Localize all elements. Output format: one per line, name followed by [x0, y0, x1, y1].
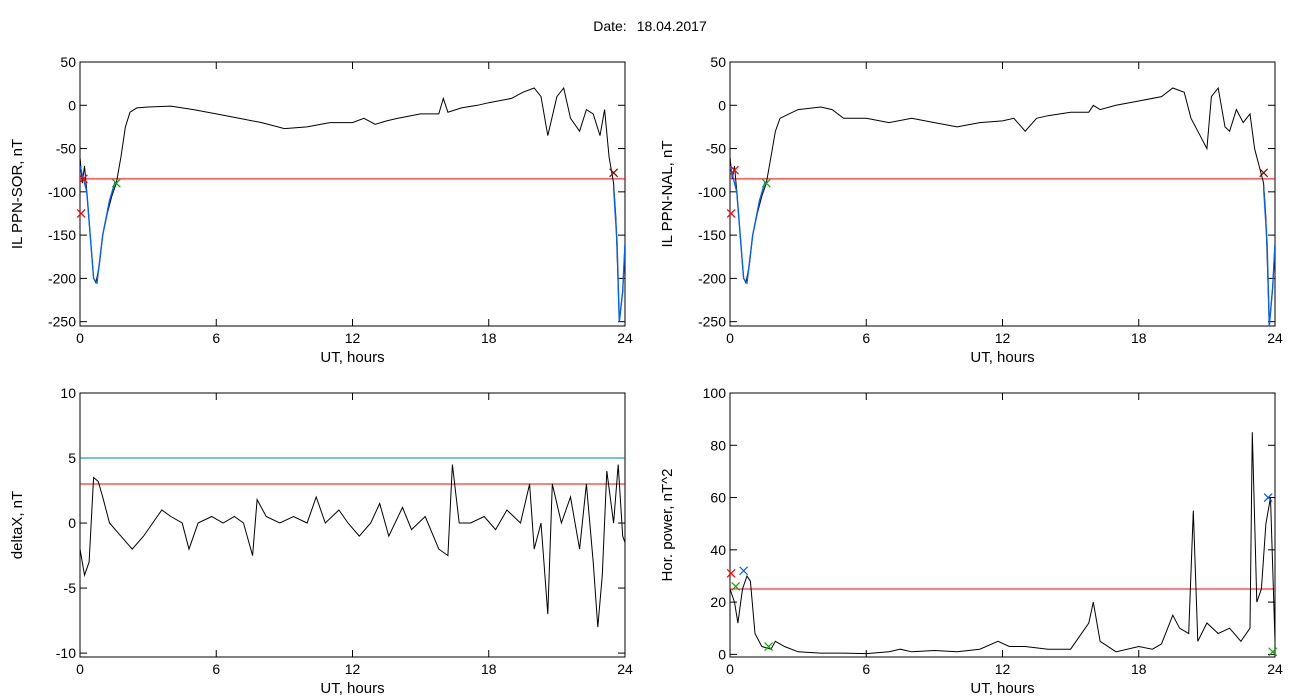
chart-power: 0 6 12 18 24 100 80 60 40 20 0 UT, hours Hor. power,… — [659, 385, 1283, 697]
marker-red — [76, 209, 86, 218]
x-tick-label: 12 — [995, 661, 1011, 677]
chart-nal: 0 6 12 18 24 50 0 -50 -100 -150 -200 -250 UT, hours I… — [659, 54, 1283, 366]
page-title: Date: 18.04.2017 — [0, 18, 1300, 34]
x-tick-label: 0 — [76, 661, 84, 677]
y-axis-label: IL PPN-SOR, nT — [9, 139, 26, 249]
y-tick-label: -200 — [698, 270, 726, 286]
x-tick-label: 6 — [212, 661, 220, 677]
x-tick-label: 24 — [617, 330, 633, 346]
marker-green — [1268, 647, 1278, 657]
x-tick-label: 0 — [726, 330, 734, 346]
x-tick-label: 6 — [862, 661, 870, 677]
marker-red — [730, 165, 739, 175]
x-tick-label: 24 — [1267, 661, 1283, 677]
y-tick-label: -200 — [48, 270, 76, 286]
marker-red — [726, 568, 736, 578]
plot-frame — [79, 392, 626, 658]
y-tick-label: 60 — [710, 490, 726, 506]
plot-frame — [79, 61, 626, 327]
series-line — [80, 464, 625, 628]
y-axis-label: deltaX, nT — [9, 491, 26, 559]
y-tick-label: 80 — [710, 437, 726, 453]
x-tick-label: 18 — [1131, 661, 1147, 677]
y-tick-label: 0 — [68, 515, 76, 531]
y-tick-label: -150 — [48, 227, 76, 243]
y-axis-label: Hor. power, nT^2 — [659, 469, 676, 582]
y-tick-label: 0 — [718, 97, 726, 113]
marker-dark — [609, 168, 619, 178]
x-tick-label: 12 — [995, 330, 1011, 346]
x-tick-label: 12 — [345, 330, 361, 346]
highlight-segment — [1262, 187, 1275, 326]
x-tick-label: 24 — [617, 661, 633, 677]
x-axis-label: UT, hours — [320, 680, 384, 697]
x-tick-label: 6 — [212, 330, 220, 346]
y-tick-label: 20 — [710, 594, 726, 610]
highlight-segment — [80, 165, 116, 285]
marker-dark — [1259, 168, 1269, 178]
marker-blue — [1263, 493, 1273, 502]
y-tick-label: 0 — [718, 646, 726, 662]
chart-deltax: 0 6 12 18 24 10 5 0 -5 -10 UT, hours deltaX, nT — [9, 385, 633, 697]
y-tick-label: -100 — [698, 184, 726, 200]
y-tick-label: -50 — [706, 141, 726, 157]
y-tick-label: 50 — [60, 54, 76, 70]
y-axis-label: IL PPN-NAL, nT — [659, 141, 676, 248]
y-tick-label: 50 — [710, 54, 726, 70]
y-tick-label: -5 — [64, 580, 77, 596]
y-tick-label: 10 — [60, 385, 76, 401]
marker-green — [761, 178, 771, 188]
series-line — [730, 432, 1275, 655]
x-tick-label: 18 — [481, 661, 497, 677]
y-tick-label: -250 — [48, 314, 76, 330]
x-tick-label: 24 — [1267, 330, 1283, 346]
marker-blue — [739, 566, 749, 576]
marker-green — [111, 178, 121, 188]
marker-red — [726, 209, 736, 218]
y-tick-label: 0 — [68, 97, 76, 113]
x-tick-label: 18 — [481, 330, 497, 346]
y-tick-label: -10 — [56, 645, 76, 661]
x-tick-label: 6 — [862, 330, 870, 346]
date-label: Date: — [593, 18, 627, 34]
y-tick-label: -150 — [698, 227, 726, 243]
y-tick-label: 40 — [710, 542, 726, 558]
x-tick-label: 18 — [1131, 330, 1147, 346]
marker-red — [78, 174, 88, 184]
marker-green — [764, 642, 774, 651]
highlight-segment — [612, 187, 625, 322]
y-tick-label: 5 — [68, 450, 76, 466]
x-axis-label: UT, hours — [970, 349, 1034, 366]
x-axis-label: UT, hours — [970, 680, 1034, 697]
x-tick-label: 0 — [726, 661, 734, 677]
x-tick-label: 12 — [345, 661, 361, 677]
y-tick-label: -50 — [56, 141, 76, 157]
y-tick-label: -250 — [698, 314, 726, 330]
x-axis-label: UT, hours — [320, 349, 384, 366]
series-line — [730, 86, 1275, 326]
chart-sor: 0 6 12 18 24 50 0 -50 -100 -150 -200 -250 UT, hours I… — [9, 54, 633, 366]
highlight-segment — [730, 165, 766, 285]
y-tick-label: 100 — [703, 385, 727, 401]
marker-green — [731, 582, 741, 591]
series-line — [80, 86, 625, 322]
date-value: 18.04.2017 — [636, 18, 707, 34]
plot-frame — [729, 61, 1276, 327]
x-tick-label: 0 — [76, 330, 84, 346]
y-tick-label: -100 — [48, 184, 76, 200]
